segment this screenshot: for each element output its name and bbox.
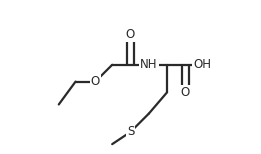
Text: O: O <box>91 75 100 88</box>
Text: O: O <box>181 86 190 99</box>
Text: NH: NH <box>140 58 158 71</box>
Text: OH: OH <box>193 58 211 71</box>
Text: O: O <box>126 28 135 41</box>
Text: S: S <box>127 126 134 138</box>
